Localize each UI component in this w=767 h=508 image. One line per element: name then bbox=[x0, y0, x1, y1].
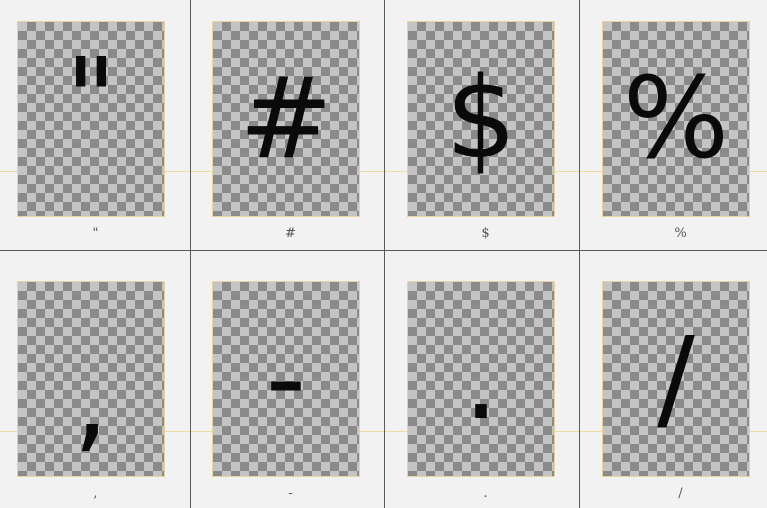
glyph-cell-hyphen[interactable]: - - bbox=[195, 0, 386, 501]
glyph-caption: , bbox=[93, 486, 98, 501]
glyph-cell-percent[interactable]: % % bbox=[585, 0, 767, 250]
glyph-tile[interactable]: " bbox=[17, 21, 165, 217]
row-divider bbox=[0, 250, 767, 251]
glyph-hyphen: - bbox=[265, 314, 307, 444]
glyph-cell-slash[interactable]: / / bbox=[585, 0, 767, 501]
glyph-caption: . bbox=[483, 486, 488, 501]
glyph-tile[interactable]: # bbox=[212, 21, 360, 217]
glyph-cell-comma[interactable]: , , bbox=[0, 0, 191, 501]
baseline-row-1 bbox=[0, 171, 767, 172]
glyph-tile[interactable]: $ bbox=[407, 21, 555, 217]
glyph-caption: # bbox=[285, 226, 296, 241]
glyph-tile[interactable]: / bbox=[602, 281, 750, 477]
column-divider bbox=[384, 0, 385, 508]
column-divider bbox=[190, 0, 191, 508]
glyph-caption: % bbox=[674, 226, 687, 241]
glyph-quote: " bbox=[65, 35, 117, 165]
glyph-tile[interactable]: . bbox=[407, 281, 555, 477]
glyph-tile[interactable]: - bbox=[212, 281, 360, 477]
glyph-dollar: $ bbox=[445, 54, 517, 184]
glyph-hash: # bbox=[239, 54, 333, 184]
glyph-caption: / bbox=[678, 486, 683, 501]
glyph-cell-hash[interactable]: # # bbox=[195, 0, 386, 250]
glyph-cell-quote[interactable]: " " bbox=[0, 0, 191, 250]
glyph-tile[interactable]: , bbox=[17, 281, 165, 477]
glyph-comma: , bbox=[73, 335, 109, 465]
baseline-row-2 bbox=[0, 431, 767, 432]
glyph-caption: " bbox=[92, 226, 99, 241]
glyph-period: . bbox=[463, 315, 499, 445]
glyph-cell-dollar[interactable]: $ $ bbox=[390, 0, 581, 250]
glyph-tile[interactable]: % bbox=[602, 21, 750, 217]
glyph-caption: $ bbox=[481, 226, 490, 241]
glyph-cell-period[interactable]: . . bbox=[390, 0, 581, 501]
glyph-slash: / bbox=[657, 314, 695, 444]
glyph-caption: - bbox=[288, 486, 293, 501]
column-divider bbox=[579, 0, 580, 508]
glyph-percent: % bbox=[622, 54, 730, 184]
